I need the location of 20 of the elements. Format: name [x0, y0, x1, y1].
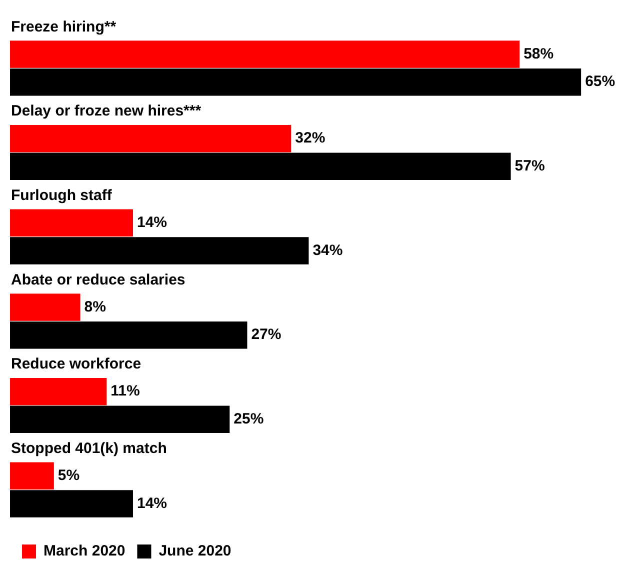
y-tick-label: Delay or froze new hires*** [11, 102, 202, 120]
data-label: 8% [84, 298, 106, 316]
data-label: 14% [137, 214, 168, 232]
y-tick-label: Reduce workforce [11, 356, 142, 373]
data-label: 34% [312, 242, 343, 259]
legend-label: March 2020 [44, 542, 126, 560]
legend-label: June 2020 [158, 542, 232, 560]
data-label: 11% [110, 382, 140, 400]
data-label: 25% [234, 410, 264, 428]
y-tick-label: Abate or reduce salaries [11, 271, 186, 288]
y-tick-label: Stopped 401(k) match [11, 440, 167, 457]
y-tick-label: Freeze hiring** [11, 18, 116, 36]
data-label: 58% [524, 45, 554, 62]
y-tick-label: Furlough staff [11, 186, 113, 204]
data-label: 5% [58, 467, 80, 484]
data-label: 57% [514, 158, 545, 175]
data-label: 27% [251, 326, 282, 344]
data-label: 65% [585, 73, 616, 90]
data-label: 14% [137, 494, 168, 512]
data-label: 32% [295, 130, 326, 147]
